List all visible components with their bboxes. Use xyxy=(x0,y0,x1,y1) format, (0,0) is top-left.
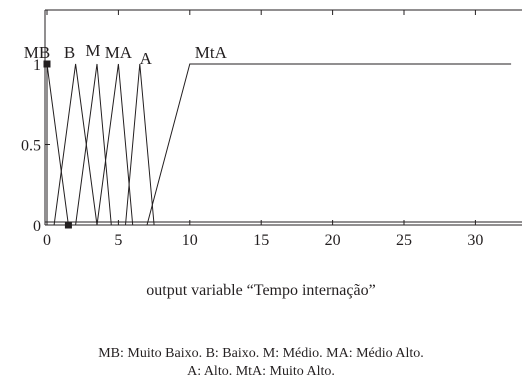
y-tick-label: 0 xyxy=(33,218,41,235)
x-tick-label: 20 xyxy=(325,232,341,249)
x-tick-label: 5 xyxy=(114,232,122,249)
data-marker xyxy=(64,221,72,229)
membership-function-chart: 0 5 10 15 20 25 30 0 0.5 1MB B M MA A MtA xyxy=(21,9,522,249)
series-label-ma: MA xyxy=(105,43,133,62)
data-marker xyxy=(43,60,51,68)
series-line-ma xyxy=(96,63,134,226)
x-tick-label: 25 xyxy=(396,232,412,249)
series-label-m: M xyxy=(85,41,100,60)
series-label-mta: MtA xyxy=(195,43,228,62)
caption-line-2: A: Alto. MtA: Muito Alto. xyxy=(187,364,335,379)
series-label-b: B xyxy=(64,43,75,62)
series-line-b xyxy=(53,63,98,226)
series-label-mb: MB xyxy=(24,43,50,62)
x-tick-label: 10 xyxy=(182,232,198,249)
x-tick-label: 15 xyxy=(253,232,269,249)
series-label-a: A xyxy=(140,49,153,68)
y-tick-label: 1 xyxy=(33,57,41,74)
x-tick-label: 0 xyxy=(43,232,51,249)
x-axis-label: output variable “Tempo internação” xyxy=(146,282,376,299)
caption-line-1: MB: Muito Baixo. B: Baixo. M: Médio. MA:… xyxy=(98,346,424,361)
series-line-mta xyxy=(146,63,512,226)
series-line-a xyxy=(125,63,155,226)
series-line-m xyxy=(75,63,112,226)
x-tick-label: 30 xyxy=(467,232,483,249)
figure-caption: MB: Muito Baixo. B: Baixo. M: Médio. MA:… xyxy=(0,345,522,381)
y-tick-label: 0.5 xyxy=(21,138,41,155)
